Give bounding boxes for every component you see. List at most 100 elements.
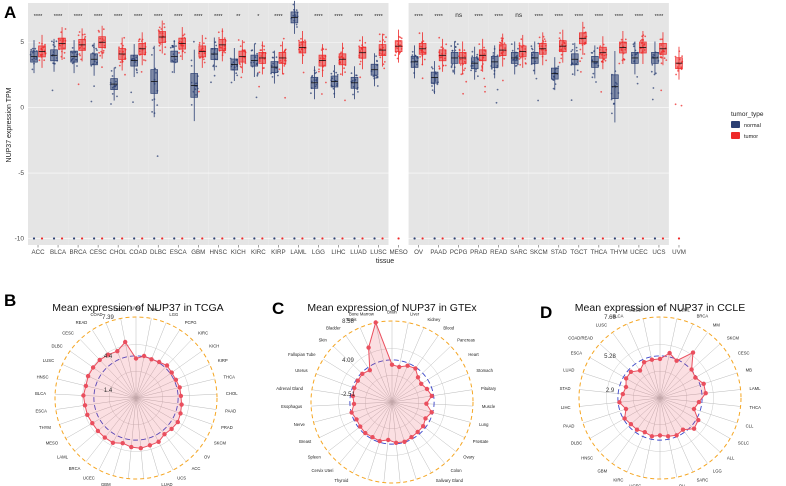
x-tick-label: LAML (290, 249, 307, 256)
tumor-point (339, 73, 342, 76)
tumor-point (418, 32, 421, 35)
normal-point (111, 93, 114, 95)
category-band (348, 3, 369, 245)
tumor-point (383, 40, 386, 43)
tumor-point (97, 29, 100, 32)
normal-point (31, 47, 34, 50)
tumor-point (318, 70, 320, 73)
radar-spoke (391, 346, 451, 403)
normal-point (570, 50, 573, 53)
normal-point (496, 88, 499, 91)
radar-category-label: UCEC (629, 484, 641, 486)
tumor-point (444, 64, 447, 67)
tumor-point (244, 62, 247, 65)
radar-panel-tcga: B Mean expression of NUP37 in TCGA UVM LI… (4, 291, 238, 486)
tumor-point (83, 33, 86, 36)
x-tick-label: KIRC (251, 249, 266, 256)
category-band (468, 3, 489, 245)
tumor-point (580, 57, 583, 59)
tumor-point (321, 93, 323, 95)
tumor-point (282, 37, 285, 40)
radar-spoke (659, 318, 678, 399)
radar-category-label: LGG (713, 468, 722, 473)
tumor-point (98, 51, 100, 54)
y-tick-label: -5 (18, 170, 24, 177)
radar-category-label: DLBC (571, 441, 582, 446)
tumor-point (680, 104, 683, 107)
radar-point (355, 378, 360, 383)
normal-zero-point (133, 237, 136, 240)
radar-scale-label: 4.09 (342, 358, 354, 364)
tumor-point (558, 37, 561, 40)
radar-point (634, 427, 640, 432)
radar-point (620, 391, 625, 397)
tumor-zero-point (141, 237, 144, 240)
radar-spoke (375, 322, 393, 403)
radar-spoke (391, 322, 409, 403)
radar-spoke (135, 397, 174, 471)
radar-point (623, 376, 629, 381)
tumor-point (263, 45, 265, 48)
radar-category-label: Muscle (482, 404, 496, 409)
x-tick-label: SKCM (530, 249, 548, 256)
radar-spoke (98, 397, 137, 471)
tumor-zero-point (161, 237, 164, 240)
normal-zero-point (173, 237, 176, 240)
tumor-point (483, 77, 486, 80)
tumor-zero-point (397, 237, 400, 240)
radar-title-ccle: Mean expression of NUP37 in CCLE (575, 302, 745, 314)
normal-point (571, 73, 574, 76)
category-bands (28, 3, 689, 245)
radar-point (350, 393, 356, 399)
tumor-point (344, 99, 346, 102)
tumor-point (80, 58, 82, 61)
tumor-point (359, 60, 362, 63)
normal-point (537, 99, 539, 102)
radar-category-label: Salivary Gland (436, 478, 464, 483)
normal-point (169, 46, 172, 49)
tumor-point (224, 51, 227, 54)
tumor-point (399, 36, 402, 39)
radar-spoke (128, 397, 137, 479)
radar-point (173, 377, 179, 382)
radar-point (352, 385, 357, 391)
normal-point (613, 102, 615, 105)
tumor-zero-point (677, 237, 681, 240)
radar-spoke (391, 401, 473, 407)
x-tick-label: THCA (590, 249, 608, 256)
tumor-point (358, 45, 360, 48)
significance-label: **** (54, 14, 63, 20)
radar-point (421, 424, 426, 429)
normal-point (311, 74, 314, 77)
normal-point (496, 54, 499, 57)
tumor-point (102, 28, 105, 31)
radar-point (373, 320, 378, 325)
tumor-point (38, 59, 41, 62)
normal-point (93, 85, 95, 87)
radar-point (386, 437, 391, 443)
normal-zero-point (72, 237, 76, 240)
normal-point (256, 72, 259, 75)
radar-spoke (55, 393, 137, 399)
tumor-zero-point (461, 237, 464, 240)
category-band (148, 3, 169, 245)
normal-point (171, 71, 174, 73)
tumor-point (63, 57, 66, 59)
radar-point (90, 365, 96, 370)
radar-title-gtex: Mean expression of NUP37 in GTEx (307, 302, 477, 314)
normal-point (557, 65, 560, 68)
significance-label: **** (174, 14, 183, 20)
y-tick-label: 0 (20, 105, 24, 112)
tumor-point (583, 26, 585, 29)
radar-scale-label: 4.4 (104, 354, 113, 360)
radar-point (429, 393, 434, 399)
tumor-point (559, 32, 561, 34)
category-band (368, 3, 389, 245)
x-tick-label: DLBC (150, 249, 167, 256)
normal-point (632, 43, 635, 46)
radar-spoke (659, 397, 721, 453)
category-band (488, 3, 509, 245)
radar-point (178, 411, 183, 416)
radar-point (696, 417, 701, 423)
tumor-point (382, 63, 385, 66)
